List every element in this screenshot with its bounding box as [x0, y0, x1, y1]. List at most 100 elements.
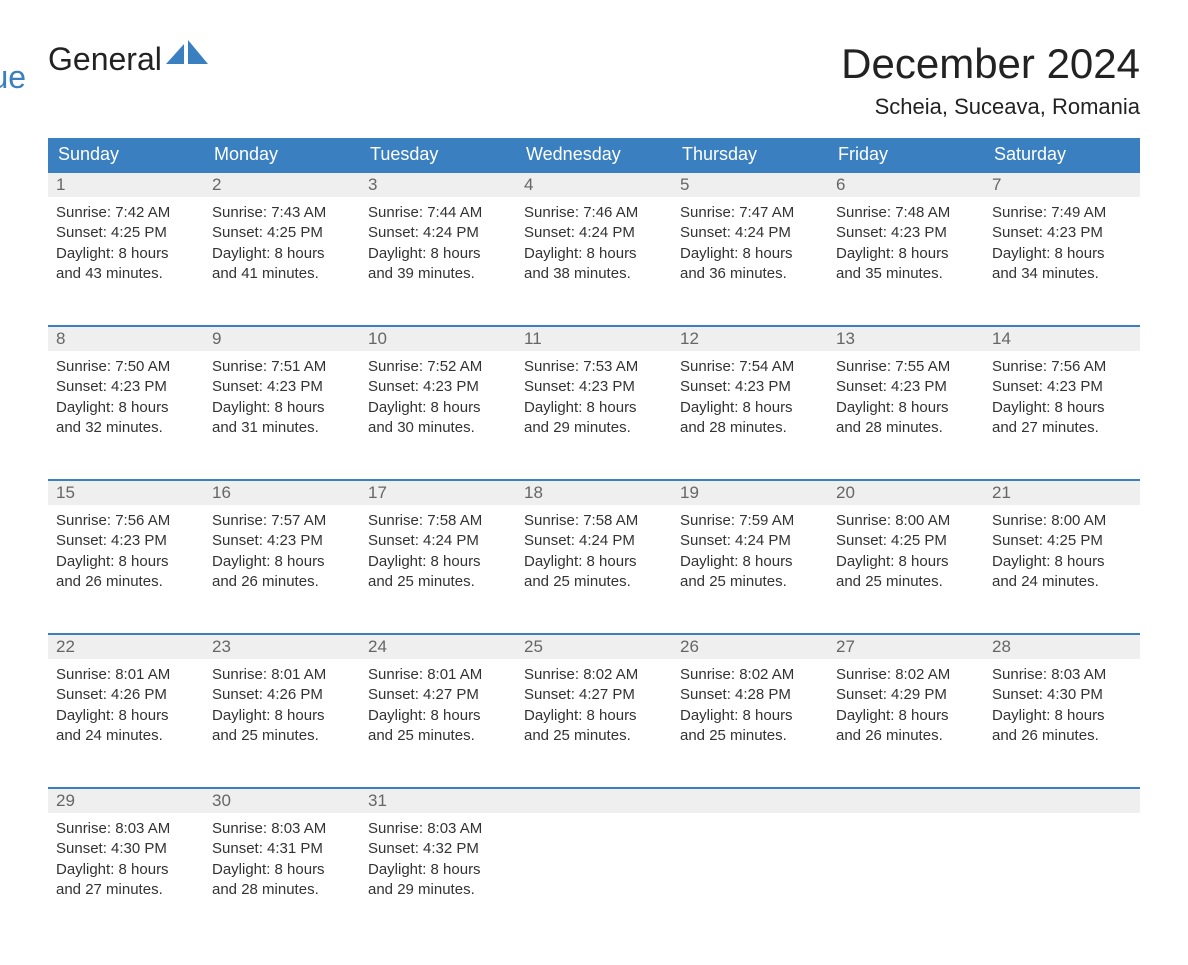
- daylight-text: Daylight: 8 hours and 24 minutes.: [56, 706, 196, 747]
- sunrise-text: Sunrise: 8:03 AM: [992, 665, 1132, 685]
- day-header-wednesday: Wednesday: [516, 138, 672, 171]
- day-cell: Sunrise: 7:56 AMSunset: 4:23 PMDaylight:…: [48, 505, 204, 617]
- daylight-text: Daylight: 8 hours and 35 minutes.: [836, 244, 976, 285]
- header: General Blue December 2024 Scheia, Sucea…: [48, 40, 1140, 120]
- sunrise-text: Sunrise: 7:55 AM: [836, 357, 976, 377]
- week-row: 15161718192021Sunrise: 7:56 AMSunset: 4:…: [48, 479, 1140, 617]
- sunset-text: Sunset: 4:23 PM: [56, 377, 196, 397]
- day-number: 22: [48, 635, 204, 659]
- week-row: 293031Sunrise: 8:03 AMSunset: 4:30 PMDay…: [48, 787, 1140, 925]
- daylight-text: Daylight: 8 hours and 36 minutes.: [680, 244, 820, 285]
- daylight-text: Daylight: 8 hours and 29 minutes.: [368, 860, 508, 901]
- day-cell: Sunrise: 7:56 AMSunset: 4:23 PMDaylight:…: [984, 351, 1140, 463]
- sunrise-text: Sunrise: 7:44 AM: [368, 203, 508, 223]
- day-header-saturday: Saturday: [984, 138, 1140, 171]
- day-cell: [516, 813, 672, 925]
- sunrise-text: Sunrise: 8:00 AM: [836, 511, 976, 531]
- sunset-text: Sunset: 4:23 PM: [836, 377, 976, 397]
- daylight-text: Daylight: 8 hours and 32 minutes.: [56, 398, 196, 439]
- day-cell: Sunrise: 7:52 AMSunset: 4:23 PMDaylight:…: [360, 351, 516, 463]
- day-cell: Sunrise: 7:46 AMSunset: 4:24 PMDaylight:…: [516, 197, 672, 309]
- sunset-text: Sunset: 4:27 PM: [524, 685, 664, 705]
- day-number: 24: [360, 635, 516, 659]
- day-cell: Sunrise: 7:59 AMSunset: 4:24 PMDaylight:…: [672, 505, 828, 617]
- day-cell: Sunrise: 8:00 AMSunset: 4:25 PMDaylight:…: [984, 505, 1140, 617]
- day-cell: Sunrise: 7:48 AMSunset: 4:23 PMDaylight:…: [828, 197, 984, 309]
- sunset-text: Sunset: 4:32 PM: [368, 839, 508, 859]
- day-cell: Sunrise: 8:03 AMSunset: 4:30 PMDaylight:…: [48, 813, 204, 925]
- day-cell: Sunrise: 8:03 AMSunset: 4:32 PMDaylight:…: [360, 813, 516, 925]
- sunrise-text: Sunrise: 7:59 AM: [680, 511, 820, 531]
- daylight-text: Daylight: 8 hours and 31 minutes.: [212, 398, 352, 439]
- sunrise-text: Sunrise: 8:01 AM: [56, 665, 196, 685]
- sunrise-text: Sunrise: 8:02 AM: [680, 665, 820, 685]
- sunrise-text: Sunrise: 8:03 AM: [212, 819, 352, 839]
- day-cell: Sunrise: 7:50 AMSunset: 4:23 PMDaylight:…: [48, 351, 204, 463]
- day-header-thursday: Thursday: [672, 138, 828, 171]
- sunrise-text: Sunrise: 7:57 AM: [212, 511, 352, 531]
- day-number: 10: [360, 327, 516, 351]
- sunrise-text: Sunrise: 7:48 AM: [836, 203, 976, 223]
- day-cell: Sunrise: 7:49 AMSunset: 4:23 PMDaylight:…: [984, 197, 1140, 309]
- logo: General Blue: [48, 40, 208, 78]
- sunrise-text: Sunrise: 7:56 AM: [56, 511, 196, 531]
- day-header-sunday: Sunday: [48, 138, 204, 171]
- daylight-text: Daylight: 8 hours and 25 minutes.: [524, 552, 664, 593]
- day-number: 2: [204, 173, 360, 197]
- day-header-friday: Friday: [828, 138, 984, 171]
- day-number: 3: [360, 173, 516, 197]
- day-cell: Sunrise: 7:57 AMSunset: 4:23 PMDaylight:…: [204, 505, 360, 617]
- sunrise-text: Sunrise: 7:56 AM: [992, 357, 1132, 377]
- sunset-text: Sunset: 4:25 PM: [56, 223, 196, 243]
- sunset-text: Sunset: 4:24 PM: [368, 531, 508, 551]
- day-number: 1: [48, 173, 204, 197]
- day-number: 31: [360, 789, 516, 813]
- day-cell: Sunrise: 7:44 AMSunset: 4:24 PMDaylight:…: [360, 197, 516, 309]
- sunrise-text: Sunrise: 8:00 AM: [992, 511, 1132, 531]
- sunset-text: Sunset: 4:25 PM: [992, 531, 1132, 551]
- day-number: 20: [828, 481, 984, 505]
- day-cell: Sunrise: 8:01 AMSunset: 4:26 PMDaylight:…: [204, 659, 360, 771]
- daylight-text: Daylight: 8 hours and 25 minutes.: [368, 552, 508, 593]
- sunset-text: Sunset: 4:25 PM: [212, 223, 352, 243]
- day-number: 17: [360, 481, 516, 505]
- day-header-monday: Monday: [204, 138, 360, 171]
- week-row: 22232425262728Sunrise: 8:01 AMSunset: 4:…: [48, 633, 1140, 771]
- sunset-text: Sunset: 4:23 PM: [212, 531, 352, 551]
- daylight-text: Daylight: 8 hours and 39 minutes.: [368, 244, 508, 285]
- daylight-text: Daylight: 8 hours and 29 minutes.: [524, 398, 664, 439]
- day-number: 18: [516, 481, 672, 505]
- day-cell: Sunrise: 8:01 AMSunset: 4:27 PMDaylight:…: [360, 659, 516, 771]
- daylight-text: Daylight: 8 hours and 25 minutes.: [524, 706, 664, 747]
- sunrise-text: Sunrise: 7:46 AM: [524, 203, 664, 223]
- day-number: 8: [48, 327, 204, 351]
- sunrise-text: Sunrise: 7:43 AM: [212, 203, 352, 223]
- day-cell: Sunrise: 7:58 AMSunset: 4:24 PMDaylight:…: [360, 505, 516, 617]
- daylight-text: Daylight: 8 hours and 34 minutes.: [992, 244, 1132, 285]
- daylight-text: Daylight: 8 hours and 24 minutes.: [992, 552, 1132, 593]
- day-number: 25: [516, 635, 672, 659]
- sunset-text: Sunset: 4:24 PM: [524, 223, 664, 243]
- day-number: 28: [984, 635, 1140, 659]
- daylight-text: Daylight: 8 hours and 41 minutes.: [212, 244, 352, 285]
- day-header-tuesday: Tuesday: [360, 138, 516, 171]
- sunrise-text: Sunrise: 8:03 AM: [368, 819, 508, 839]
- daylight-text: Daylight: 8 hours and 27 minutes.: [56, 860, 196, 901]
- day-cell: [984, 813, 1140, 925]
- sunrise-text: Sunrise: 8:02 AM: [524, 665, 664, 685]
- day-number: 16: [204, 481, 360, 505]
- day-cell: Sunrise: 7:58 AMSunset: 4:24 PMDaylight:…: [516, 505, 672, 617]
- day-cell: Sunrise: 8:03 AMSunset: 4:31 PMDaylight:…: [204, 813, 360, 925]
- day-cell: Sunrise: 7:55 AMSunset: 4:23 PMDaylight:…: [828, 351, 984, 463]
- week-row: 891011121314Sunrise: 7:50 AMSunset: 4:23…: [48, 325, 1140, 463]
- day-number: 23: [204, 635, 360, 659]
- sunrise-text: Sunrise: 8:02 AM: [836, 665, 976, 685]
- sunrise-text: Sunrise: 7:52 AM: [368, 357, 508, 377]
- daylight-text: Daylight: 8 hours and 26 minutes.: [212, 552, 352, 593]
- day-cell: Sunrise: 7:53 AMSunset: 4:23 PMDaylight:…: [516, 351, 672, 463]
- day-number: 13: [828, 327, 984, 351]
- daylight-text: Daylight: 8 hours and 25 minutes.: [368, 706, 508, 747]
- logo-text-2: Blue: [0, 61, 26, 93]
- day-cell: Sunrise: 8:00 AMSunset: 4:25 PMDaylight:…: [828, 505, 984, 617]
- day-cell: Sunrise: 7:54 AMSunset: 4:23 PMDaylight:…: [672, 351, 828, 463]
